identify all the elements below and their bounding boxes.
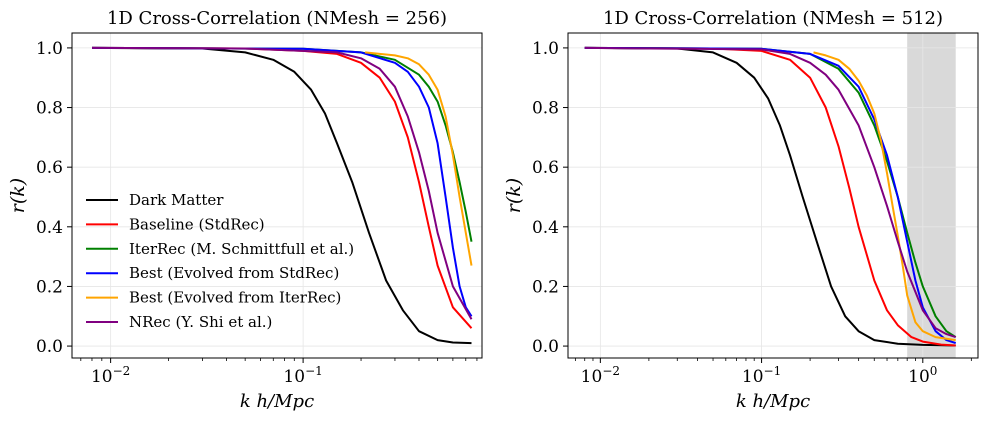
series-line-dark-matter	[91, 46, 472, 345]
series-group	[584, 46, 957, 347]
series-line-best-evolved-from-stdrec	[91, 46, 473, 317]
y-tick-label: 0.8	[36, 99, 63, 119]
y-tick-label: 1.0	[532, 39, 559, 59]
legend-label-iterrec-m-schmittfull-et-al: IterRec (M. Schmittfull et al.)	[129, 240, 354, 258]
y-axis-label: r(k)	[503, 178, 525, 213]
legend: Dark Matter Baseline (StdRec) IterRec (M. …	[86, 191, 354, 331]
y-tick-label: 0.8	[532, 99, 559, 119]
y-tick-label: 0.6	[532, 158, 559, 178]
legend-label-dark-matter: Dark Matter	[129, 191, 224, 209]
legend-label-baseline-stdrec: Baseline (StdRec)	[129, 215, 265, 233]
x-axis-label: k h/Mpc	[736, 391, 810, 412]
panel-nmesh-512: 10−2 10−1 100 0.0 0.2 0.4 0.6 0.8 1.0 1D Cross-Co…	[503, 8, 979, 412]
y-tick-label: 0.2	[36, 277, 63, 297]
series-line-dark-matter	[584, 46, 956, 347]
panel-nmesh-256: 10−2 10−1 0.0 0.2 0.4 0.6 0.8 1.0 1D Cross-Corre…	[7, 8, 483, 412]
series-line-nrec-y-shi-et-al	[91, 46, 473, 320]
y-tick-label: 0.0	[532, 337, 559, 357]
series-line-nrec-y-shi-et-al	[584, 46, 957, 339]
series-line-best-evolved-from-iterrec	[813, 51, 956, 342]
axes-frame	[71, 32, 483, 359]
legend-label-best-evolved-from-stdrec: Best (Evolved from StdRec)	[129, 264, 339, 282]
series-line-iterrec-m-schmittfull-et-al	[91, 46, 473, 242]
x-tick-label: 10−2	[91, 364, 130, 387]
chart-title: 1D Cross-Correlation (NMesh = 512)	[603, 8, 943, 29]
series-line-baseline-stdrec	[584, 46, 956, 347]
x-tick-label: 10−2	[581, 364, 620, 387]
x-tick-label: 100	[908, 364, 937, 387]
y-tick-label: 0.2	[532, 277, 559, 297]
y-tick-label: 0.4	[532, 218, 559, 238]
y-axis-label: r(k)	[7, 178, 29, 213]
series-line-best-evolved-from-iterrec	[364, 51, 473, 266]
series-line-iterrec-m-schmittfull-et-al	[584, 46, 957, 338]
legend-label-best-evolved-from-iterrec: Best (Evolved from IterRec)	[129, 289, 341, 307]
series-group	[91, 46, 473, 345]
shaded-region	[907, 33, 956, 358]
x-axis-label: k h/Mpc	[240, 391, 314, 412]
x-tick-label: 10−1	[742, 364, 781, 387]
axes-frame	[567, 32, 979, 359]
series-line-best-evolved-from-stdrec	[584, 46, 957, 345]
x-tick-label: 10−1	[283, 364, 322, 387]
y-tick-label: 0.4	[36, 218, 63, 238]
y-tick-label: 0.0	[36, 337, 63, 357]
chart-title: 1D Cross-Correlation (NMesh = 256)	[107, 8, 447, 29]
y-tick-label: 0.6	[36, 158, 63, 178]
y-tick-label: 1.0	[36, 39, 63, 59]
legend-label-nrec-y-shi-et-al: NRec (Y. Shi et al.)	[129, 313, 272, 331]
